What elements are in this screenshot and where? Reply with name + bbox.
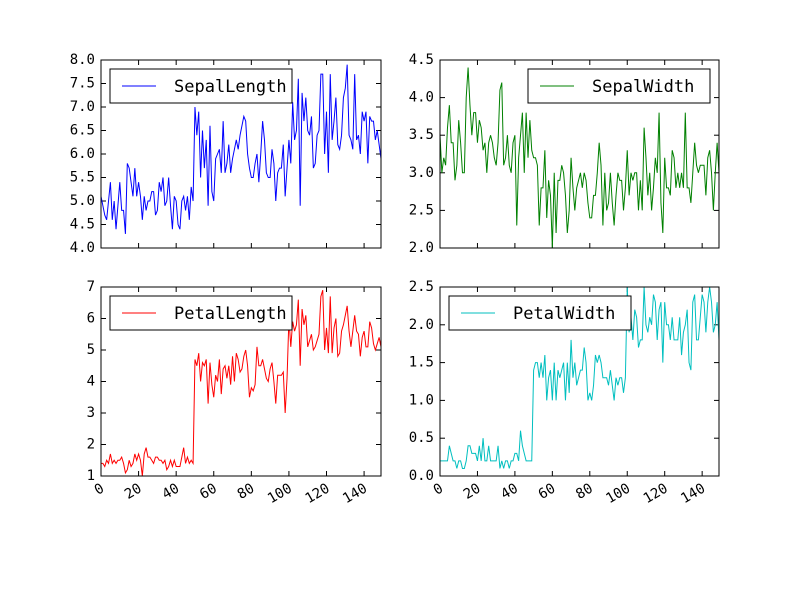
y-tick-label: 2.5 (409, 279, 434, 295)
plot-frame (439, 286, 720, 477)
series-line (440, 286, 720, 469)
legend: SepalLength (109, 68, 293, 104)
series-line (100, 64, 382, 234)
y-tick-label: 4.5 (70, 217, 95, 233)
y-tick-label: 4 (87, 374, 95, 390)
x-tick-label: 0 (431, 481, 446, 499)
legend-label: PetalWidth (513, 304, 615, 324)
y-tick-label: 3.5 (409, 127, 434, 143)
y-tick-label: 4.5 (409, 52, 434, 68)
y-tick-label: 1.0 (409, 392, 434, 408)
y-tick-label: 0.5 (409, 430, 434, 446)
y-tick-label: 2 (87, 437, 95, 453)
x-tick-label: 140 (340, 481, 370, 508)
x-tick-label: 40 (160, 481, 183, 503)
y-tick-label: 2.0 (409, 317, 434, 333)
x-tick-label: 0 (92, 481, 107, 499)
x-tick-label: 80 (573, 481, 596, 503)
plot-frame (100, 59, 382, 249)
x-tick-label: 120 (303, 481, 333, 508)
y-tick-label: 0.0 (409, 468, 434, 484)
y-tick-label: 5.5 (70, 170, 95, 186)
x-tick-label: 40 (498, 481, 521, 503)
legend: PetalLength (109, 295, 293, 331)
legend-label: SepalLength (174, 77, 287, 97)
x-tick-label: 20 (461, 481, 484, 503)
x-tick-label: 80 (235, 481, 258, 503)
y-tick-label: 4.0 (70, 240, 95, 256)
y-tick-label: 7.5 (70, 76, 95, 92)
plot-frame (439, 59, 720, 249)
y-tick-label: 7.0 (70, 99, 95, 115)
x-tick-label: 120 (641, 481, 671, 508)
y-tick-label: 8.0 (70, 52, 95, 68)
x-tick-label: 100 (265, 481, 295, 508)
x-tick-label: 140 (678, 481, 708, 508)
series-line (101, 290, 382, 477)
x-tick-label: 60 (536, 481, 559, 503)
y-tick-label: 7 (87, 279, 95, 295)
y-tick-label: 3.0 (409, 165, 434, 181)
y-tick-label: 6 (87, 311, 95, 327)
y-tick-label: 1 (87, 468, 95, 484)
y-tick-label: 6.5 (70, 123, 95, 139)
legend: SepalWidth (527, 68, 711, 104)
x-tick-label: 60 (197, 481, 220, 503)
legend-label: SepalWidth (592, 77, 694, 97)
y-tick-label: 4.0 (409, 90, 434, 106)
legend-label: PetalLength (174, 304, 287, 324)
y-tick-label: 2.5 (409, 202, 434, 218)
x-tick-label: 20 (122, 481, 145, 503)
y-tick-label: 5.0 (70, 193, 95, 209)
y-tick-label: 6.0 (70, 146, 95, 162)
y-tick-label: 2.0 (409, 240, 434, 256)
plot-frame (100, 286, 382, 477)
y-tick-label: 1.5 (409, 355, 434, 371)
y-tick-label: 3 (87, 405, 95, 421)
legend: PetalWidth (448, 295, 632, 331)
y-tick-label: 5 (87, 342, 95, 358)
series-line (439, 67, 720, 249)
x-tick-label: 100 (603, 481, 633, 508)
